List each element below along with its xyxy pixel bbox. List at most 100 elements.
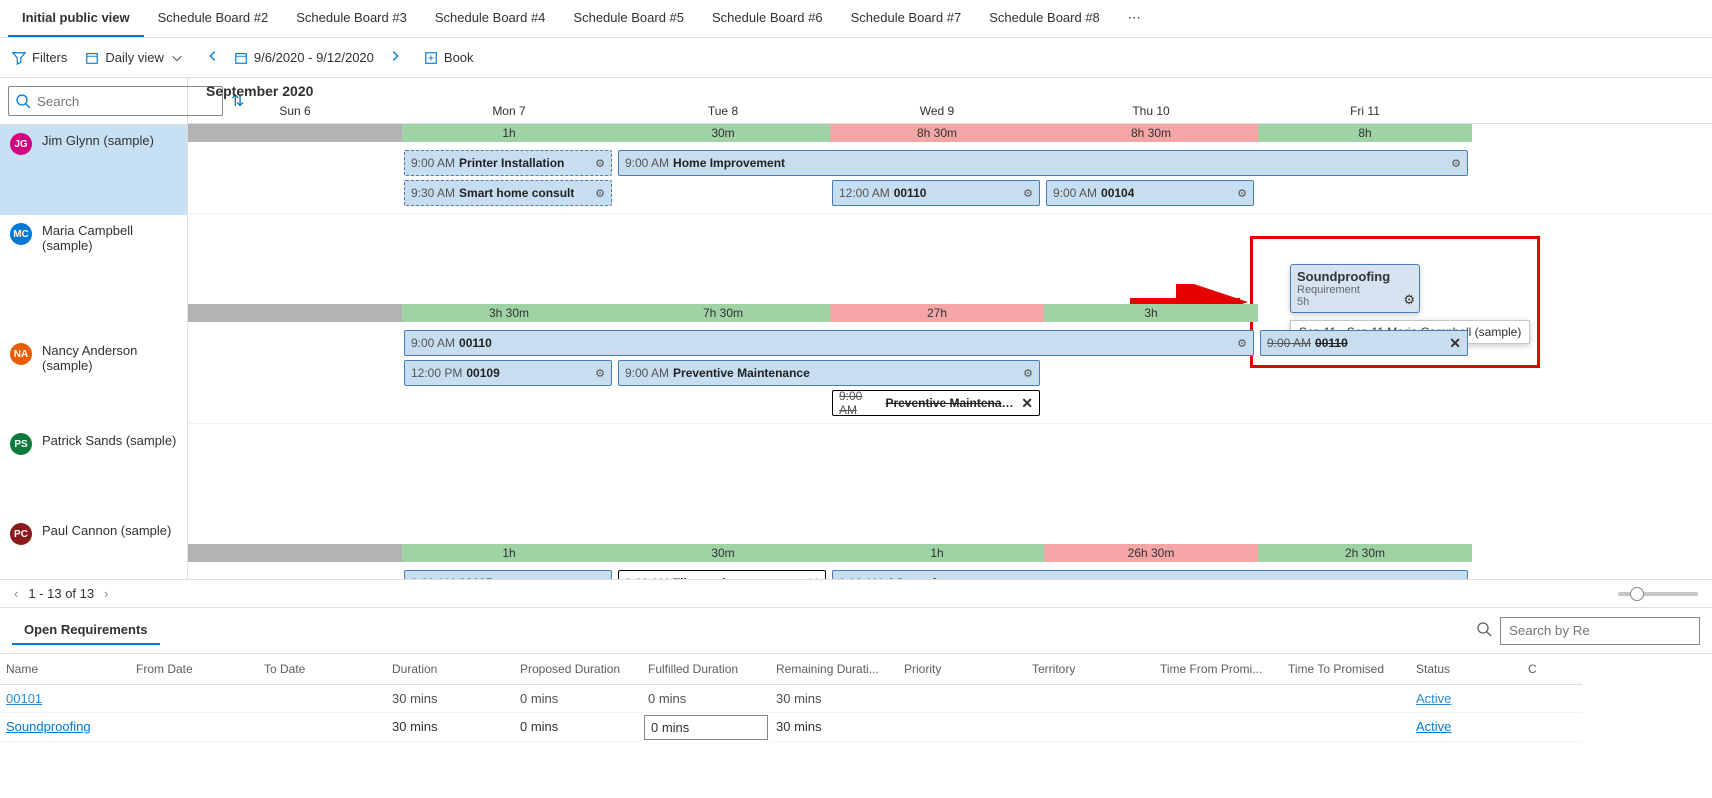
grid-cell: 30 mins	[770, 685, 898, 713]
resource-name: Jim Glynn (sample)	[42, 133, 154, 148]
column-header[interactable]: Name	[0, 654, 130, 685]
board-tab[interactable]: Schedule Board #7	[837, 0, 976, 37]
day-column-header: Tue 8	[616, 104, 830, 123]
grid-row[interactable]: Soundproofing30 mins0 mins0 mins30 minsA…	[0, 713, 1712, 742]
column-header[interactable]: Time From Promi...	[1154, 654, 1282, 685]
booking-time: 12:00 PM	[411, 366, 462, 380]
avatar: JG	[10, 133, 32, 155]
resource-name: Patrick Sands (sample)	[42, 433, 176, 448]
column-header[interactable]: Fulfilled Duration	[642, 654, 770, 685]
board-tab[interactable]: Schedule Board #3	[282, 0, 421, 37]
booking-title: Tiles replacement	[673, 576, 774, 579]
pager-next[interactable]: ›	[104, 586, 108, 601]
grid-cell[interactable]: 0 mins	[644, 715, 768, 740]
column-header[interactable]: Status	[1410, 654, 1522, 685]
grid-cell-link[interactable]: Active	[1410, 685, 1522, 713]
booking-card[interactable]: 9:00 AM Preventive Maintenance ✕	[832, 390, 1040, 416]
resource-row[interactable]: PS Patrick Sands (sample)	[0, 425, 187, 515]
booking-time: 9:00 AM	[411, 576, 455, 579]
column-header[interactable]: Territory	[1026, 654, 1154, 685]
grid-cell: 30 mins	[386, 713, 514, 742]
summary-cell: 8h	[1258, 124, 1472, 142]
board-tabs: Initial public viewSchedule Board #2Sche…	[0, 0, 1712, 38]
board-tab[interactable]: Schedule Board #6	[698, 0, 837, 37]
search-icon[interactable]	[1476, 621, 1492, 640]
resource-row[interactable]: NA Nancy Anderson (sample)	[0, 335, 187, 425]
board-tab[interactable]: Schedule Board #5	[559, 0, 698, 37]
board-tab[interactable]: Schedule Board #8	[975, 0, 1114, 37]
timeline-row[interactable]: 3h 30m7h 30m27h3h9:00 AM 00110 ⚙ 9:00 AM…	[188, 304, 1712, 424]
booking-card[interactable]: 9:00 AM Tiles replacement ✕	[618, 570, 826, 579]
filter-icon	[12, 51, 26, 65]
timeline-row[interactable]: 1h30m1h26h 30m2h 30m9:00 AM 00105 ⚙ 9:00…	[188, 544, 1712, 579]
tab-open-requirements[interactable]: Open Requirements	[12, 616, 160, 645]
booking-card[interactable]: 12:00 PM 00109 ⚙	[404, 360, 612, 386]
close-icon[interactable]: ✕	[1021, 395, 1033, 412]
chevron-down-icon	[170, 51, 184, 65]
summary-cell: 1h	[830, 544, 1044, 562]
booking-card[interactable]: 9:00 AM Home Improvement ⚙	[618, 150, 1468, 176]
calendar-icon	[234, 51, 248, 65]
view-label: Daily view	[105, 50, 164, 65]
column-header[interactable]: From Date	[130, 654, 258, 685]
grid-cell	[1282, 713, 1410, 742]
gear-icon: ⚙	[595, 157, 605, 170]
booking-card[interactable]: 9:00 AM 00104 ⚙	[1046, 180, 1254, 206]
grid-header: NameFrom DateTo DateDurationProposed Dur…	[0, 654, 1712, 685]
book-button[interactable]: Book	[424, 50, 474, 65]
zoom-slider[interactable]	[1618, 592, 1698, 596]
column-header[interactable]: To Date	[258, 654, 386, 685]
grid-cell-link[interactable]: 00101	[0, 685, 130, 713]
pager-prev[interactable]: ‹	[14, 586, 18, 601]
booking-title: 00110	[459, 336, 492, 350]
booking-card[interactable]: 9:00 AM AC repair ⚙	[832, 570, 1468, 579]
date-next-button[interactable]	[384, 45, 406, 70]
close-icon[interactable]: ✕	[1449, 335, 1461, 352]
booking-title: Home Improvement	[673, 156, 785, 170]
date-range-picker[interactable]: 9/6/2020 - 9/12/2020	[234, 50, 374, 65]
summary-cell: 30m	[616, 124, 830, 142]
resource-row[interactable]: MC Maria Campbell (sample)	[0, 215, 187, 335]
booking-card[interactable]: 9:00 AM 00110 ⚙	[404, 330, 1254, 356]
grid-cell-link[interactable]: Active	[1410, 713, 1522, 742]
summary-cell: 3h	[1044, 304, 1258, 322]
resource-row[interactable]: JG Jim Glynn (sample)	[0, 125, 187, 215]
grid-cell-link[interactable]: Soundproofing	[0, 713, 130, 742]
day-column-header: Sun 6	[188, 104, 402, 123]
booking-time: 12:00 AM	[839, 186, 890, 200]
tabs-overflow[interactable]: ⋯	[1114, 0, 1155, 37]
column-header[interactable]: Remaining Durati...	[770, 654, 898, 685]
gear-icon: ⚙	[1451, 577, 1461, 580]
booking-card[interactable]: 12:00 AM 00110 ⚙	[832, 180, 1040, 206]
booking-card[interactable]: 9:00 AM Preventive Maintenance ⚙	[618, 360, 1040, 386]
requirements-panel: Open Requirements NameFrom DateTo DateDu…	[0, 607, 1712, 742]
date-prev-button[interactable]	[202, 45, 224, 70]
board-tab[interactable]: Schedule Board #4	[421, 0, 560, 37]
timeline-row[interactable]: 1h30m8h 30m8h 30m8h9:00 AM Printer Insta…	[188, 124, 1712, 214]
booking-card[interactable]: 9:00 AM 00110 ✕	[1260, 330, 1468, 356]
booking-card[interactable]: 9:30 AM Smart home consult ⚙	[404, 180, 612, 206]
zoom-thumb[interactable]	[1630, 587, 1644, 601]
column-header[interactable]: Priority	[898, 654, 1026, 685]
booking-card[interactable]: 9:00 AM 00105 ⚙	[404, 570, 612, 579]
booking-title: Smart home consult	[459, 186, 574, 200]
grid-row[interactable]: 0010130 mins0 mins0 mins30 minsActive	[0, 685, 1712, 713]
column-header[interactable]: Time To Promised	[1282, 654, 1410, 685]
timeline-day-header: Sun 6Mon 7Tue 8Wed 9Thu 10Fri 11	[188, 104, 1712, 124]
summary-cell: 3h 30m	[402, 304, 616, 322]
resource-row[interactable]: PC Paul Cannon (sample)	[0, 515, 187, 555]
date-range-label: 9/6/2020 - 9/12/2020	[254, 50, 374, 65]
booking-title: 00110	[1315, 336, 1348, 350]
board-tab[interactable]: Schedule Board #2	[144, 0, 283, 37]
board-tab[interactable]: Initial public view	[8, 0, 144, 37]
column-header[interactable]: C	[1522, 654, 1582, 685]
resource-name: Paul Cannon (sample)	[42, 523, 171, 538]
booking-title: 00110	[894, 186, 927, 200]
requirements-search-input[interactable]	[1500, 617, 1700, 645]
view-dropdown[interactable]: Daily view	[85, 50, 184, 65]
column-header[interactable]: Duration	[386, 654, 514, 685]
filters-button[interactable]: Filters	[12, 50, 67, 65]
booking-card[interactable]: 9:00 AM Printer Installation ⚙	[404, 150, 612, 176]
column-header[interactable]: Proposed Duration	[514, 654, 642, 685]
close-icon[interactable]: ✕	[807, 575, 819, 580]
